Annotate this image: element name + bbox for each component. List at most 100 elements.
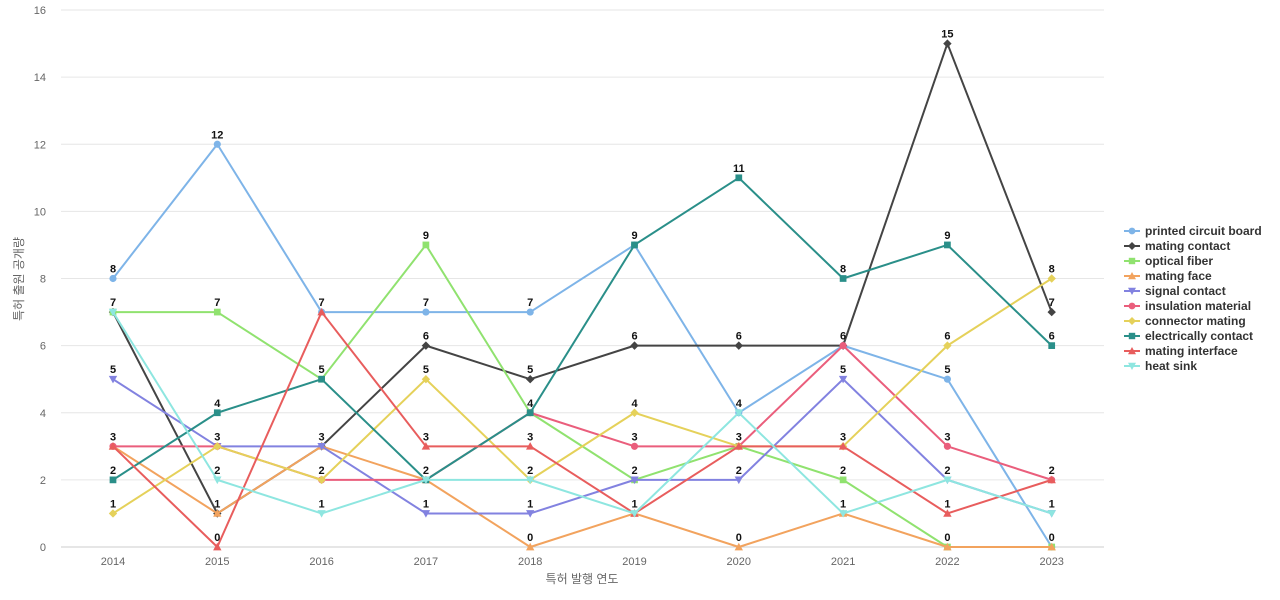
data-point bbox=[317, 307, 326, 316]
data-label: 0 bbox=[214, 532, 220, 544]
data-label: 0 bbox=[527, 532, 533, 544]
data-label: 2 bbox=[1049, 465, 1055, 477]
data-label: 6 bbox=[423, 331, 429, 343]
data-label: 15 bbox=[941, 29, 953, 41]
legend-item[interactable]: signal contact bbox=[1124, 284, 1226, 298]
x-tick-label: 2022 bbox=[935, 556, 959, 568]
data-point bbox=[734, 442, 743, 450]
data-label: 6 bbox=[736, 331, 742, 343]
data-point bbox=[213, 409, 221, 417]
data-point bbox=[421, 341, 431, 350]
data-label: 11 bbox=[733, 163, 745, 175]
data-label: 5 bbox=[319, 364, 325, 376]
data-point bbox=[526, 542, 535, 551]
x-axis: 2014 2015 2016 2017 2018 2019 2020 2021 2022 2023 bbox=[101, 556, 1064, 568]
series-line bbox=[112, 311, 1053, 515]
legend-item[interactable]: heat sink bbox=[1124, 359, 1197, 373]
data-point bbox=[734, 542, 743, 551]
series-group bbox=[109, 174, 1056, 484]
data-point bbox=[318, 375, 325, 383]
data-point bbox=[943, 509, 952, 517]
data-label: 6 bbox=[944, 331, 950, 343]
legend-marker bbox=[1128, 362, 1136, 370]
legend-item[interactable]: electrically contact bbox=[1124, 329, 1253, 343]
data-label: 3 bbox=[840, 431, 846, 443]
data-point bbox=[943, 39, 952, 48]
legend-item[interactable]: optical fiber bbox=[1124, 254, 1213, 268]
legend-marker bbox=[1128, 287, 1136, 295]
data-point bbox=[838, 510, 848, 518]
data-label: 1 bbox=[214, 498, 220, 510]
x-axis-title: 특허 발행 연도 bbox=[546, 571, 619, 586]
data-label: 3 bbox=[631, 431, 637, 443]
y-axis: 0 2 4 6 8 10 12 14 16 bbox=[34, 5, 46, 554]
series-line bbox=[112, 143, 1053, 548]
y-axis-title: 특허 출원 공개량 bbox=[12, 237, 26, 321]
data-label: 8 bbox=[840, 264, 846, 276]
data-point bbox=[526, 308, 534, 316]
data-point bbox=[421, 442, 431, 450]
data-label: 1 bbox=[319, 498, 325, 510]
legend-item[interactable]: mating face bbox=[1124, 269, 1212, 283]
legend-item[interactable]: mating interface bbox=[1124, 344, 1238, 358]
data-point bbox=[213, 140, 221, 148]
legend-label: optical fiber bbox=[1145, 254, 1213, 268]
series-line bbox=[113, 243, 1052, 548]
data-point bbox=[735, 174, 743, 182]
data-point bbox=[317, 475, 326, 485]
legend-label: electrically contact bbox=[1145, 329, 1253, 343]
data-label: 7 bbox=[527, 297, 533, 309]
x-tick-label: 2018 bbox=[518, 556, 542, 568]
data-point bbox=[631, 241, 638, 249]
legend-marker bbox=[1128, 242, 1136, 250]
data-point bbox=[839, 476, 847, 484]
data-label: 7 bbox=[110, 297, 116, 309]
legend-item[interactable]: printed circuit board bbox=[1124, 224, 1262, 238]
data-point bbox=[213, 509, 222, 517]
legend-label: mating contact bbox=[1145, 239, 1230, 253]
x-tick-label: 2016 bbox=[309, 556, 333, 568]
data-label: 4 bbox=[214, 398, 221, 410]
legend-marker bbox=[1128, 332, 1136, 340]
data-point bbox=[317, 442, 326, 451]
x-tick-label: 2023 bbox=[1039, 556, 1063, 568]
data-label: 0 bbox=[1049, 532, 1055, 544]
data-label: 3 bbox=[944, 431, 950, 443]
data-label: 4 bbox=[736, 398, 743, 410]
data-point bbox=[630, 476, 639, 485]
data-point bbox=[108, 308, 118, 317]
data-label: 0 bbox=[736, 532, 742, 544]
series-group bbox=[108, 274, 1056, 518]
legend-item[interactable]: insulation material bbox=[1124, 299, 1251, 313]
data-label: 5 bbox=[944, 364, 950, 376]
legend-marker bbox=[1128, 272, 1136, 280]
data-label: 7 bbox=[214, 297, 220, 309]
legend-item[interactable]: mating contact bbox=[1124, 239, 1230, 253]
data-point bbox=[108, 375, 118, 384]
data-point bbox=[734, 341, 743, 350]
data-labels: 8753211274321075321976532175432109643211… bbox=[110, 29, 1055, 544]
data-label: 1 bbox=[1049, 498, 1055, 510]
data-point bbox=[943, 341, 952, 350]
data-point bbox=[1047, 510, 1056, 518]
data-label: 3 bbox=[110, 431, 116, 443]
y-tick-label: 6 bbox=[40, 341, 46, 353]
data-label: 3 bbox=[736, 431, 742, 443]
legend-marker bbox=[1128, 317, 1136, 325]
data-point bbox=[943, 476, 952, 485]
y-tick-label: 10 bbox=[34, 206, 46, 218]
data-label: 3 bbox=[527, 431, 533, 443]
data-label: 0 bbox=[944, 532, 950, 544]
data-point bbox=[839, 342, 847, 350]
data-point bbox=[944, 241, 951, 249]
x-tick-label: 2021 bbox=[831, 556, 855, 568]
legend-item[interactable]: connector mating bbox=[1124, 314, 1246, 328]
data-point bbox=[526, 476, 535, 485]
data-label: 2 bbox=[110, 465, 116, 477]
data-point bbox=[317, 510, 326, 518]
data-label: 4 bbox=[527, 398, 534, 410]
series-line bbox=[112, 176, 1053, 481]
data-label: 9 bbox=[423, 230, 429, 242]
data-label: 1 bbox=[944, 498, 950, 510]
